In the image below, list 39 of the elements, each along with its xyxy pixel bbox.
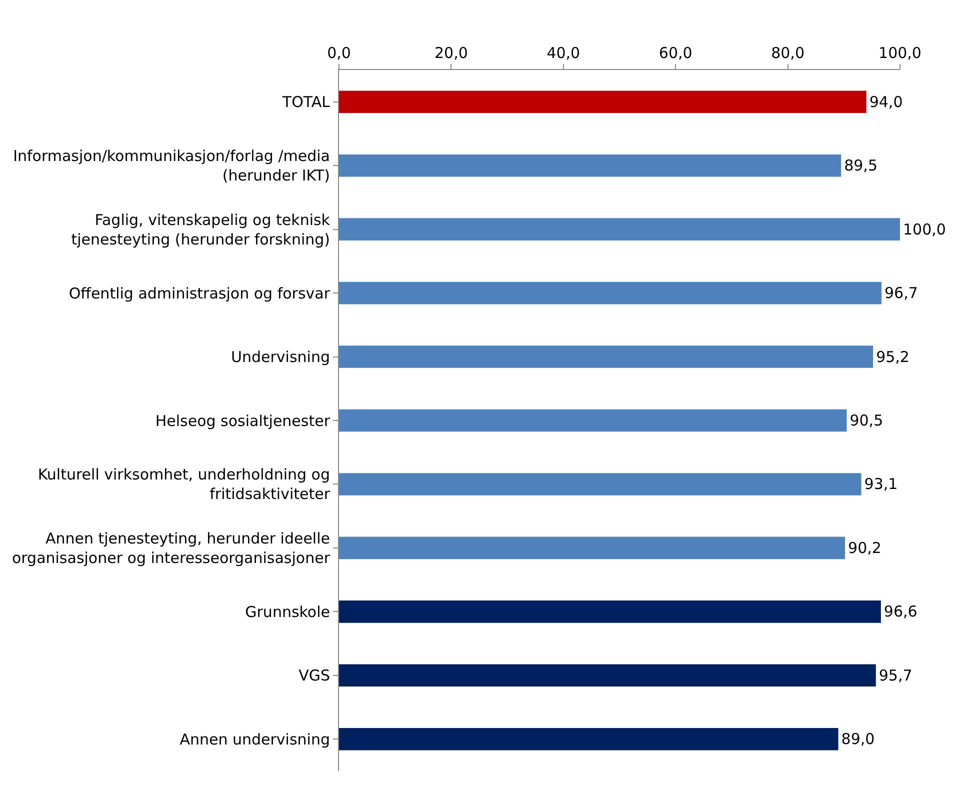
y-tick-label: Kulturell virksomhet, underholdning og fritidsaktiviteter [38, 466, 331, 504]
x-tick-label: 60,0 [658, 44, 692, 62]
bar [339, 536, 846, 560]
data-label: 94,0 [869, 92, 903, 111]
y-tick-label: Annen undervisning [180, 730, 330, 748]
y-tick-label: TOTAL [281, 93, 331, 112]
data-label: 89,5 [844, 156, 878, 175]
x-tick-label: 0,0 [327, 44, 351, 62]
data-label: 93,1 [864, 475, 898, 494]
y-tick-label: Informasjon/kommunikasjon/forlag /media (herunder IKT) [13, 147, 330, 185]
y-tick-label: Helseog sosialtjenester [155, 412, 331, 430]
data-label: 95,2 [876, 348, 910, 366]
x-tick-label: 40,0 [546, 44, 580, 62]
bar [339, 409, 847, 432]
data-label: 95,7 [878, 666, 912, 684]
bar [339, 664, 876, 687]
data-label: 90,5 [850, 412, 884, 430]
y-tick-label: Offentlig administrasjon og forsvar [68, 284, 331, 302]
bar [339, 218, 900, 240]
bar [339, 282, 882, 304]
y-tick-label: Faglig, vitenskapelig og teknisk tjenesteyting (herunder forskning) [71, 210, 330, 248]
x-tick-label: 100,0 [878, 44, 922, 62]
y-tick-label: Grunnskole [245, 602, 330, 621]
x-tick-label: 20,0 [434, 44, 468, 62]
data-label: 89,0 [841, 730, 875, 748]
y-tick-label: Undervisning [231, 348, 330, 366]
data-label: 96,6 [884, 602, 918, 621]
x-tick-label: 80,0 [771, 44, 805, 62]
bar [339, 154, 842, 177]
data-label: 96,7 [884, 284, 918, 302]
y-tick-label: VGS [298, 666, 330, 685]
bar [339, 90, 866, 114]
bar [339, 728, 838, 750]
bar [339, 600, 881, 623]
data-label: 90,2 [848, 538, 882, 557]
bar [339, 473, 862, 496]
bar [339, 346, 874, 368]
y-tick-label: Annen tjenesteyting, herunder ideelle organisasjoner og interesseorganisasjoner [12, 529, 331, 567]
data-label: 100,0 [903, 220, 946, 238]
